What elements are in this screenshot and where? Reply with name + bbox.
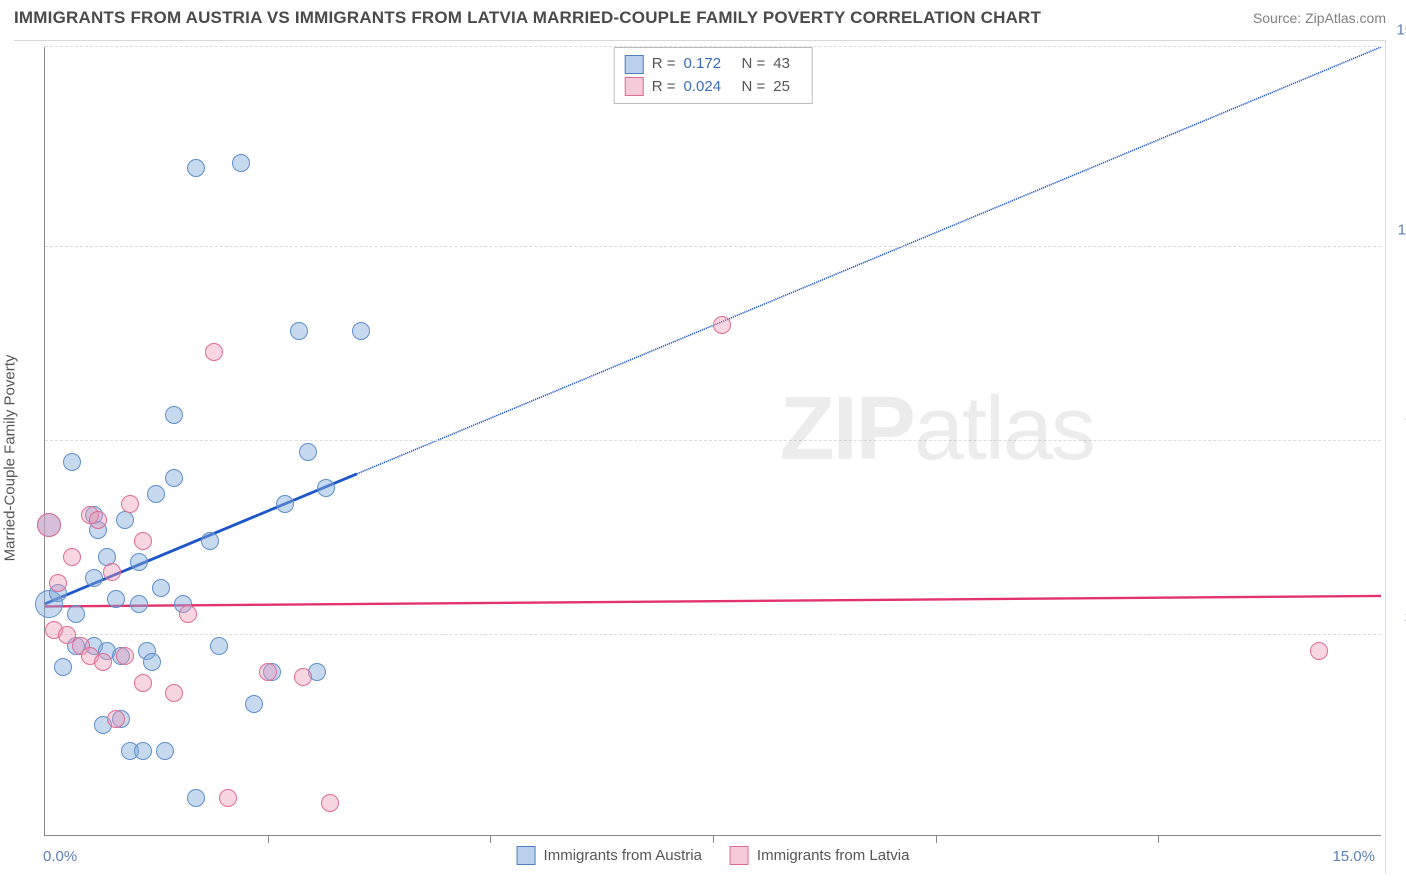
legend-item-latvia: Immigrants from Latvia <box>730 846 910 865</box>
stat-n-label: N = <box>742 53 766 76</box>
data-point <box>63 453 81 471</box>
stat-r-label: R = <box>652 53 676 76</box>
data-point <box>1310 642 1328 660</box>
data-point <box>143 653 161 671</box>
data-point <box>121 495 139 513</box>
plot-area: ZIPatlas R = 0.172 N = 43 R = 0.024 N = … <box>44 47 1381 836</box>
data-point <box>85 569 103 587</box>
stats-legend-box: R = 0.172 N = 43 R = 0.024 N = 25 <box>614 47 813 104</box>
x-tick <box>1158 835 1159 843</box>
y-tick-label: 3.8% <box>1387 610 1406 627</box>
y-tick-label: 15.0% <box>1387 22 1406 39</box>
data-point <box>54 658 72 676</box>
data-point <box>116 647 134 665</box>
square-icon <box>730 846 749 865</box>
data-point <box>294 668 312 686</box>
x-tick <box>490 835 491 843</box>
data-point <box>67 605 85 623</box>
data-point <box>165 684 183 702</box>
data-point <box>107 590 125 608</box>
data-point <box>290 322 308 340</box>
data-point <box>187 159 205 177</box>
data-point <box>259 663 277 681</box>
x-tick <box>268 835 269 843</box>
data-point <box>116 511 134 529</box>
data-point <box>152 579 170 597</box>
stat-r-label: R = <box>652 76 676 99</box>
data-point <box>232 154 250 172</box>
data-point <box>210 637 228 655</box>
data-point <box>107 710 125 728</box>
trend-line-dashed <box>357 47 1381 474</box>
stat-n-value: 25 <box>773 76 797 99</box>
data-point <box>187 789 205 807</box>
y-tick-label: 7.5% <box>1387 416 1406 433</box>
y-tick-label: 11.2% <box>1387 221 1406 238</box>
y-axis-label: Married-Couple Family Poverty <box>2 354 19 561</box>
gridline <box>45 634 1381 635</box>
chart-title: IMMIGRANTS FROM AUSTRIA VS IMMIGRANTS FR… <box>14 8 1041 28</box>
x-axis-min-label: 0.0% <box>43 848 77 865</box>
stat-r-value: 0.172 <box>684 53 734 76</box>
x-tick <box>936 835 937 843</box>
data-point <box>130 595 148 613</box>
data-point <box>352 322 370 340</box>
data-point <box>276 495 294 513</box>
stats-row-austria: R = 0.172 N = 43 <box>625 53 798 76</box>
data-point <box>201 532 219 550</box>
x-axis-max-label: 15.0% <box>1332 848 1375 865</box>
data-point <box>130 553 148 571</box>
stats-row-latvia: R = 0.024 N = 25 <box>625 76 798 99</box>
data-point <box>219 789 237 807</box>
legend-label: Immigrants from Latvia <box>757 847 910 864</box>
legend-label: Immigrants from Austria <box>544 847 702 864</box>
stat-n-label: N = <box>742 76 766 99</box>
stat-r-value: 0.024 <box>684 76 734 99</box>
legend-item-austria: Immigrants from Austria <box>517 846 702 865</box>
data-point <box>49 574 67 592</box>
data-point <box>321 794 339 812</box>
data-point <box>245 695 263 713</box>
data-point <box>179 605 197 623</box>
data-point <box>165 406 183 424</box>
chart-frame: Married-Couple Family Poverty ZIPatlas R… <box>14 40 1386 874</box>
data-point <box>299 443 317 461</box>
data-point <box>37 513 61 537</box>
data-point <box>63 548 81 566</box>
data-point <box>134 674 152 692</box>
square-icon <box>625 77 644 96</box>
gridline <box>45 246 1381 247</box>
gridline <box>45 440 1381 441</box>
square-icon <box>625 55 644 74</box>
trend-line-solid <box>45 596 1381 607</box>
data-point <box>165 469 183 487</box>
data-point <box>317 479 335 497</box>
data-point <box>134 742 152 760</box>
source-label: Source: ZipAtlas.com <box>1253 10 1386 26</box>
data-point <box>205 343 223 361</box>
data-point <box>147 485 165 503</box>
data-point <box>89 511 107 529</box>
data-point <box>134 532 152 550</box>
data-point <box>713 316 731 334</box>
x-tick <box>713 835 714 843</box>
bottom-legend: Immigrants from Austria Immigrants from … <box>517 846 910 865</box>
data-point <box>103 563 121 581</box>
square-icon <box>517 846 536 865</box>
data-point <box>156 742 174 760</box>
stat-n-value: 43 <box>773 53 797 76</box>
data-point <box>94 653 112 671</box>
